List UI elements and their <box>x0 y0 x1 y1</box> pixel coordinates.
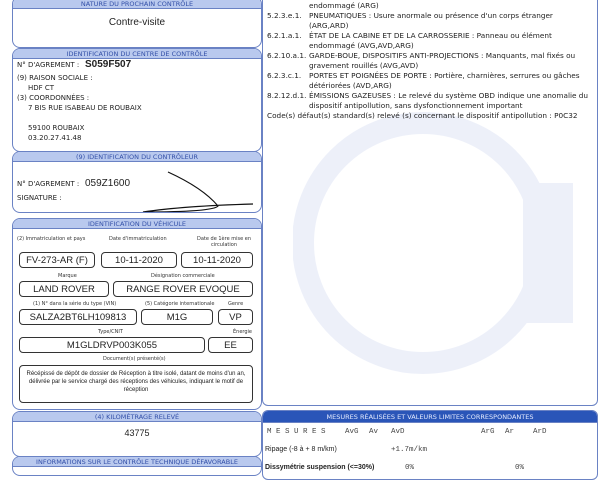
marque-field: LAND ROVER <box>19 281 109 297</box>
defect-text: gravement rouillés (AVG,AVD) <box>309 61 419 70</box>
next-control-header: NATURE DU PROCHAIN CONTRÔLE <box>13 0 261 9</box>
col-av: Av <box>369 428 379 436</box>
defect-text: dispositif antipollution, sans dysfoncti… <box>309 101 523 110</box>
defect-text: détériorées (AVD,ARG) <box>309 81 392 90</box>
dissym-ar: 0% <box>515 464 525 472</box>
vehicle-panel: IDENTIFICATION DU VÉHICULE (2) Immatricu… <box>12 218 262 410</box>
immat-label: (2) Immatriculation et pays <box>17 236 86 242</box>
defect-item: endommagé (ARG) <box>267 1 597 11</box>
col-arg: ArG <box>481 428 495 436</box>
defect-text: PNEUMATIQUES : Usure anormale ou présenc… <box>309 11 553 20</box>
controleur-agrement-label: N° D'AGREMENT : <box>17 180 80 188</box>
vehicle-header: IDENTIFICATION DU VÉHICULE <box>13 219 261 229</box>
measures-panel: MESURES RÉALISÉES ET VALEURS LIMITES COR… <box>262 410 598 480</box>
ripage-value: +1.7m/km <box>391 446 428 454</box>
defect-text: ÉTAT DE LA CABINE ET DE LA CARROSSERIE :… <box>309 31 552 40</box>
genre-field: VP <box>218 309 253 325</box>
ripage-label: Ripage (-8 à + 8 m/km) <box>265 446 337 453</box>
controleur-panel: (9) IDENTIFICATION DU CONTRÔLEUR N° D'AG… <box>12 151 262 213</box>
defects-list: endommagé (ARG) 5.2.3.e.1. PNEUMATIQUES :… <box>263 1 597 121</box>
designation-label: Désignation commerciale <box>151 273 215 279</box>
categorie-label: (5) Catégorie internationale <box>145 301 215 307</box>
defect-code: 6.2.10.a.1. <box>267 51 307 60</box>
genre-label: Genre <box>228 301 244 307</box>
phone: 03.20.27.41.48 <box>28 134 82 142</box>
col-avd: AvD <box>391 428 405 436</box>
type-label: Type/CNIT <box>98 329 123 335</box>
documents-field: Récépissé de dépôt de dossier de Récepti… <box>19 365 253 403</box>
date-immat-label: Date d'immatriculation <box>109 236 167 242</box>
designation-field: RANGE ROVER EVOQUE <box>113 281 253 297</box>
energie-label: Énergie <box>233 329 253 335</box>
measures-header: MESURES RÉALISÉES ET VALEURS LIMITES COR… <box>263 411 597 423</box>
date-first-field: 10-11-2020 <box>181 252 253 268</box>
centre-header: IDENTIFICATION DU CENTRE DE CONTRÔLE <box>13 49 261 59</box>
signature-image <box>142 171 254 212</box>
col-avg: AvG <box>345 428 359 436</box>
defect-code: 6.2.1.a.1. <box>267 31 302 40</box>
categorie-field: M1G <box>141 309 213 325</box>
coord-label: (3) COORDONNÉES : <box>17 94 90 102</box>
dissym-label: Dissymétrie suspension (<=30%) <box>265 464 375 471</box>
measures-title: M E S U R E S <box>267 428 326 436</box>
documents-label: Document(s) présenté(s) <box>103 356 166 362</box>
raison-label: (9) RAISON SOCIALE : <box>17 74 93 82</box>
defect-text: ÉMISSIONS GAZEUSES : Le relevé du systèm… <box>309 91 589 100</box>
address: 7 BIS RUE ISABEAU DE ROUBAIX <box>28 104 142 112</box>
city: 59100 ROUBAIX <box>28 124 85 132</box>
dissym-av: 0% <box>405 464 415 472</box>
defects-panel: endommagé (ARG) 5.2.3.e.1. PNEUMATIQUES :… <box>262 0 598 406</box>
agrement-label: N° D'AGREMENT : <box>17 61 80 69</box>
defect-item: 8.2.12.d.1. ÉMISSIONS GAZEUSES : Le relev… <box>267 91 597 111</box>
raison-value: HDF CT <box>28 84 55 92</box>
info-panel: INFORMATIONS SUR LE CONTRÔLE TECHNIQUE D… <box>12 456 262 476</box>
defect-item: 6.2.10.a.1. GARDE-BOUE, DISPOSITIFS ANTI-… <box>267 51 597 71</box>
defect-code: 8.2.12.d.1. <box>267 91 307 100</box>
watermark-logo <box>293 112 573 374</box>
defect-text: PORTES ET POIGNÉES DE PORTE : Portière, … <box>309 71 580 80</box>
vin-label: (1) N° dans la série du type (VIN) <box>33 301 117 307</box>
date-first-label: Date de 1ère mise en circulation <box>196 236 252 248</box>
immat-field: FV-273-AR (F) <box>19 252 95 268</box>
signature-label: SIGNATURE : <box>17 194 62 202</box>
energie-field: EE <box>208 337 253 353</box>
obd-codes: Code(s) défaut(s) standard(s) relevé (s)… <box>267 111 578 120</box>
centre-panel: IDENTIFICATION DU CENTRE DE CONTRÔLE N° … <box>12 48 262 152</box>
defect-text: (ARG,ARD) <box>309 21 349 30</box>
vin-field: SALZA2BT6LH109813 <box>19 309 137 325</box>
km-panel: (4) KILOMÉTRAGE RELEVÉ 43775 <box>12 411 262 457</box>
centre-agrement: S059F507 <box>85 59 132 70</box>
col-ar: Ar <box>505 428 515 436</box>
defect-item: 6.2.3.c.1. PORTES ET POIGNÉES DE PORTE : … <box>267 71 597 91</box>
col-ard: ArD <box>533 428 547 436</box>
controleur-header: (9) IDENTIFICATION DU CONTRÔLEUR <box>13 152 261 162</box>
defect-text: endommagé (ARG) <box>309 1 379 10</box>
defect-code: 6.2.3.c.1. <box>267 71 302 80</box>
defect-text: GARDE-BOUE, DISPOSITIFS ANTI-PROJECTIONS… <box>309 51 576 60</box>
date-immat-field: 10-11-2020 <box>101 252 177 268</box>
defect-text: endommagé (AVG,AVD,ARG) <box>309 41 414 50</box>
controleur-agrement: 059Z1600 <box>85 178 131 189</box>
defect-code: 5.2.3.e.1. <box>267 11 302 20</box>
defect-item: 5.2.3.e.1. PNEUMATIQUES : Usure anormale … <box>267 11 597 31</box>
next-control-value: Contre-visite <box>108 17 166 28</box>
km-value: 43775 <box>124 428 150 438</box>
next-control-panel: NATURE DU PROCHAIN CONTRÔLE Contre-visit… <box>12 0 262 48</box>
marque-label: Marque <box>58 273 77 279</box>
info-header: INFORMATIONS SUR LE CONTRÔLE TECHNIQUE D… <box>13 457 261 467</box>
km-header: (4) KILOMÉTRAGE RELEVÉ <box>13 412 261 422</box>
type-field: M1GLDRVP003K055 <box>19 337 205 353</box>
defect-item: 6.2.1.a.1. ÉTAT DE LA CABINE ET DE LA CAR… <box>267 31 597 51</box>
